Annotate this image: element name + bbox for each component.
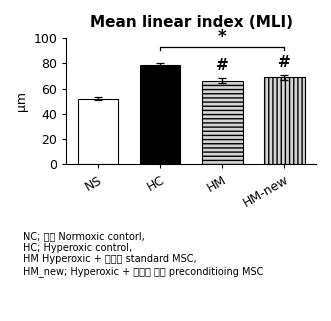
Text: #: #	[216, 58, 229, 74]
Text: NC; 정상 Normoxic contorl,
HC; Hyperoxic control,
HM Hyperoxic + 기존의 standard MSC,: NC; 정상 Normoxic contorl, HC; Hyperoxic c…	[23, 231, 263, 277]
Y-axis label: μm: μm	[15, 91, 28, 111]
Bar	[78, 99, 118, 164]
Text: *: *	[218, 28, 227, 46]
Title: Mean linear index (MLI): Mean linear index (MLI)	[90, 15, 293, 30]
Bar	[202, 81, 243, 164]
Text: #: #	[278, 55, 291, 70]
Bar	[140, 65, 180, 164]
Bar	[264, 77, 305, 164]
